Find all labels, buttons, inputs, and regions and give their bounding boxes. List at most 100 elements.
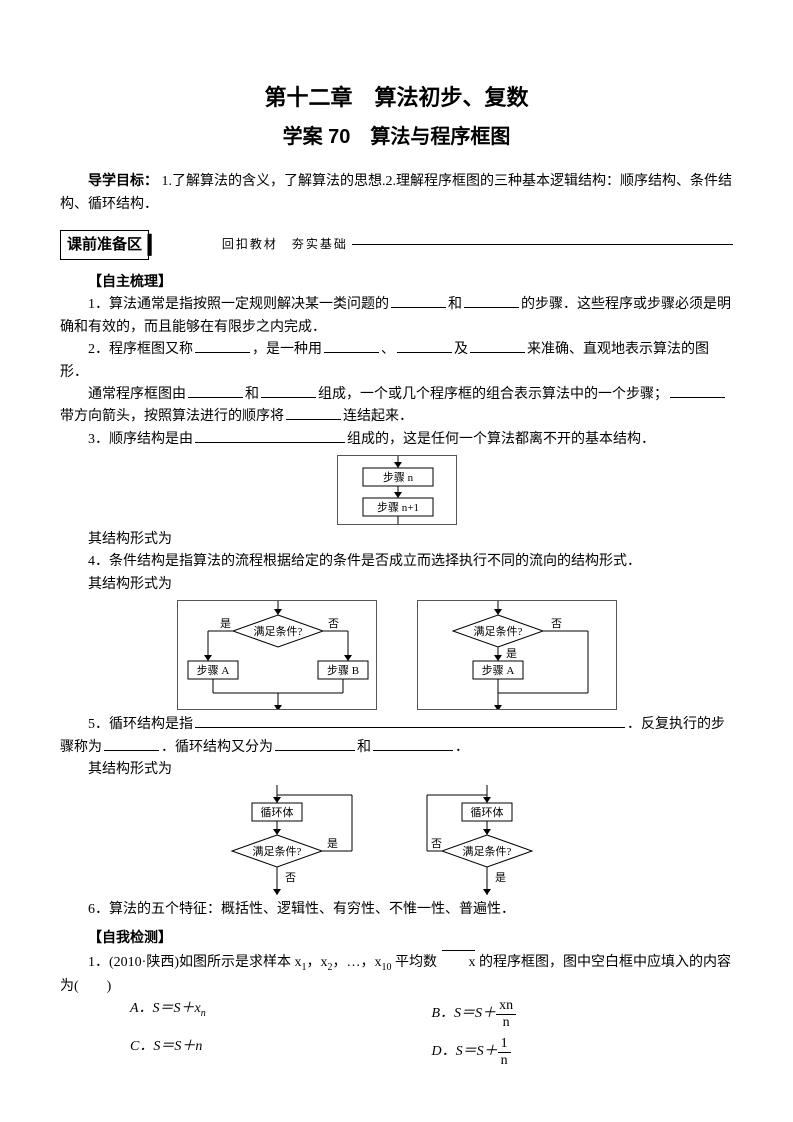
struct-form-2: 其结构形式为 <box>60 574 733 596</box>
step-n1-label: 步骤 n+1 <box>377 501 419 514</box>
text: 5．循环结构是指 <box>88 717 193 732</box>
question-1: 1．(2010·陕西)如图所示是求样本 x1，x2，…，x10 平均数 x 的程… <box>60 950 733 998</box>
condition-flowchart-2-icon: 满足条件? 否 是 步骤 A <box>417 600 617 710</box>
objective-label: 导学目标： <box>88 174 158 189</box>
section-header-line <box>352 244 733 245</box>
text: 连结起来． <box>343 409 413 424</box>
text: 组成的，这是任何一个算法都离不开的基本结构． <box>347 432 655 447</box>
objective: 导学目标： 1.了解算法的含义，了解算法的思想.2.理解程序框图的三种基本逻辑结… <box>60 171 733 216</box>
text: ，x <box>307 955 328 970</box>
text: 3．顺序结构是由 <box>88 432 193 447</box>
text: A．S＝S＋x <box>130 1001 201 1016</box>
subheading-zizhu: 【自主梳理】 <box>60 272 733 294</box>
denominator: n <box>498 1053 511 1068</box>
text: 1．算法通常是指按照一定规则解决某一类问题的 <box>88 297 389 312</box>
blank <box>670 384 725 398</box>
para-5: 5．循环结构是指．反复执行的步骤称为．循环结构又分为和． <box>60 714 733 759</box>
text: B．S＝S＋ <box>432 1007 497 1022</box>
text: ，是一种用 <box>252 342 322 357</box>
answer-options: A．S＝S＋xn B．S＝S＋xnn C．S＝S＋n D．S＝S＋1n <box>130 998 733 1068</box>
svg-text:否: 否 <box>285 872 296 884</box>
text: ，…，x <box>333 955 382 970</box>
text: 组成，一个或几个程序框的组合表示算法中的一个步骤； <box>318 387 668 402</box>
text: ．循环结构又分为 <box>161 740 273 755</box>
svg-text:否: 否 <box>328 618 339 630</box>
denominator: n <box>496 1015 516 1030</box>
blank <box>464 294 519 308</box>
lesson-title: 学案 70 算法与程序框图 <box>60 121 733 153</box>
svg-text:步骤 B: 步骤 B <box>326 664 358 677</box>
chapter-title: 第十二章 算法初步、复数 <box>60 80 733 115</box>
svg-text:满足条件?: 满足条件? <box>252 844 301 858</box>
section-header: 课前准备区 ▎ 回扣教材 夯实基础 <box>60 230 733 260</box>
text: 1．(2010·陕西)如图所示是求样本 x <box>88 955 302 970</box>
svg-text:是: 是 <box>506 647 517 660</box>
blank <box>397 339 452 353</box>
svg-text:是: 是 <box>495 871 506 884</box>
para-2: 2．程序框图又称，是一种用、及来准确、直观地表示算法的图形． <box>60 339 733 384</box>
blank <box>275 737 355 751</box>
blank <box>188 384 243 398</box>
subscript: n <box>201 1008 206 1019</box>
svg-text:循环体: 循环体 <box>260 805 293 819</box>
xbar-icon: x <box>441 950 476 974</box>
blank <box>195 429 345 443</box>
option-c[interactable]: C．S＝S＋n <box>130 1036 432 1068</box>
condition-flowchart-1-icon: 满足条件? 是 否 步骤 A 步骤 B <box>177 600 377 710</box>
text: 和 <box>357 740 371 755</box>
blank <box>286 406 341 420</box>
section-header-sub: 回扣教材 夯实基础 <box>222 235 348 254</box>
para-6: 6．算法的五个特征：概括性、逻辑性、有穷性、不惟一性、普遍性． <box>60 899 733 921</box>
text: ． <box>455 740 469 755</box>
text: D．S＝S＋ <box>432 1044 498 1059</box>
blank <box>195 714 625 728</box>
svg-text:满足条件?: 满足条件? <box>253 624 302 638</box>
svg-text:满足条件?: 满足条件? <box>473 624 522 638</box>
svg-text:是: 是 <box>327 837 338 850</box>
text: 和 <box>245 387 259 402</box>
blank <box>391 294 446 308</box>
svg-text:是: 是 <box>220 617 231 630</box>
blank <box>470 339 525 353</box>
para-1: 1．算法通常是指按照一定规则解决某一类问题的和的步骤．这些程序或步骤必须是明确和… <box>60 294 733 339</box>
subscript: 10 <box>382 962 392 973</box>
text: 及 <box>454 342 468 357</box>
struct-form-3: 其结构形式为 <box>60 759 733 781</box>
condition-diagrams: 满足条件? 是 否 步骤 A 步骤 B 满足条件? 否 是 步骤 A <box>60 600 733 710</box>
text: 带方向箭头，按照算法进行的顺序将 <box>60 409 284 424</box>
option-a[interactable]: A．S＝S＋xn <box>130 998 432 1030</box>
step-n-label: 步骤 n <box>382 471 413 484</box>
svg-text:否: 否 <box>431 838 442 850</box>
para-2b: 通常程序框图由 和 组成，一个或几个程序框的组合表示算法中的一个步骤； 带方向箭头，按… <box>60 384 733 429</box>
svg-text:循环体: 循环体 <box>470 805 503 819</box>
objective-text: 1.了解算法的含义，了解算法的思想.2.理解程序框图的三种基本逻辑结构：顺序结构… <box>60 174 732 211</box>
svg-text:步骤 A: 步骤 A <box>196 664 229 677</box>
text: 平均数 <box>392 955 441 970</box>
blank <box>261 384 316 398</box>
sequence-diagram: 步骤 n 步骤 n+1 <box>60 455 733 525</box>
loop-diagrams: 循环体 满足条件? 是 否 循环体 满足条件? 否 是 <box>60 785 733 895</box>
option-b[interactable]: B．S＝S＋xnn <box>432 998 734 1030</box>
blank <box>195 339 250 353</box>
blank <box>104 737 159 751</box>
numerator: 1 <box>498 1036 511 1052</box>
blank <box>324 339 379 353</box>
para-3: 3．顺序结构是由 组成的，这是任何一个算法都离不开的基本结构． <box>60 429 733 451</box>
text: 、 <box>381 342 395 357</box>
svg-text:满足条件?: 满足条件? <box>462 844 511 858</box>
struct-form-1: 其结构形式为 <box>60 529 733 551</box>
loop-flowchart-2-icon: 循环体 满足条件? 否 是 <box>417 785 587 895</box>
subheading-ziwo: 【自我检测】 <box>60 928 733 950</box>
text: 和 <box>448 297 462 312</box>
svg-text:步骤 A: 步骤 A <box>481 664 514 677</box>
loop-flowchart-1-icon: 循环体 满足条件? 是 否 <box>207 785 377 895</box>
numerator: xn <box>496 998 516 1014</box>
option-d[interactable]: D．S＝S＋1n <box>432 1036 734 1068</box>
text: 通常程序框图由 <box>88 387 186 402</box>
section-header-box: 课前准备区 <box>60 230 149 260</box>
sequence-flowchart-icon: 步骤 n 步骤 n+1 <box>337 455 457 525</box>
para-4: 4．条件结构是指算法的流程根据给定的条件是否成立而选择执行不同的流向的结构形式． <box>60 551 733 573</box>
blank <box>373 737 453 751</box>
text: 2．程序框图又称 <box>88 342 193 357</box>
svg-text:否: 否 <box>551 618 562 630</box>
